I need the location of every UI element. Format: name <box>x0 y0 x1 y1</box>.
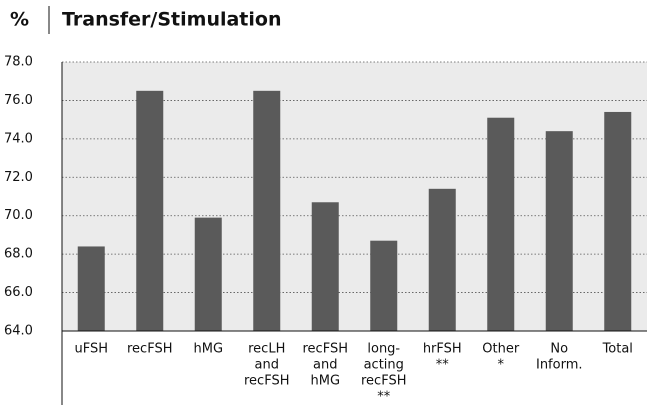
bar <box>253 90 281 331</box>
y-tick-label: 70.0 <box>4 208 33 223</box>
bar <box>311 202 339 331</box>
bar <box>194 217 222 331</box>
x-tick-label: ** <box>436 358 450 373</box>
x-tick-label: Inform. <box>536 358 583 373</box>
y-tick-label: 72.0 <box>4 170 33 185</box>
y-tick-label: 76.0 <box>4 93 33 108</box>
x-tick-label: recLH <box>248 342 285 357</box>
bar <box>604 111 632 331</box>
x-tick-label: hMG <box>310 374 340 389</box>
x-tick-label: No <box>550 342 568 357</box>
x-tick-label: hrFSH <box>423 342 462 357</box>
x-tick-label: and <box>255 358 279 373</box>
x-tick-label: hMG <box>193 342 223 357</box>
bar <box>370 240 398 331</box>
bar <box>487 117 515 331</box>
chart-title: Transfer/Stimulation <box>62 9 281 31</box>
bar <box>77 246 105 331</box>
x-tick-label: and <box>313 358 337 373</box>
y-tick-label: 68.0 <box>4 247 33 262</box>
y-tick-label: 64.0 <box>4 324 33 339</box>
bar <box>136 90 164 331</box>
x-tick-label: Total <box>602 342 633 357</box>
x-tick-label: Other <box>482 342 520 357</box>
x-tick-label: recFSH <box>244 374 289 389</box>
x-tick-label: uFSH <box>74 342 108 357</box>
bar <box>428 188 456 331</box>
x-tick-label: recFSH <box>303 342 348 357</box>
x-tick-label: recFSH <box>361 374 406 389</box>
x-tick-label: * <box>498 358 505 373</box>
y-tick-label: 78.0 <box>4 55 33 70</box>
y-axis-unit: % <box>10 9 29 31</box>
x-tick-label: recFSH <box>127 342 172 357</box>
bar <box>545 131 573 331</box>
x-tick-label: acting <box>364 358 404 373</box>
x-tick-label: long- <box>367 342 400 357</box>
x-tick-label: ** <box>377 390 391 405</box>
y-tick-label: 66.0 <box>4 285 33 300</box>
y-tick-label: 74.0 <box>4 131 33 146</box>
